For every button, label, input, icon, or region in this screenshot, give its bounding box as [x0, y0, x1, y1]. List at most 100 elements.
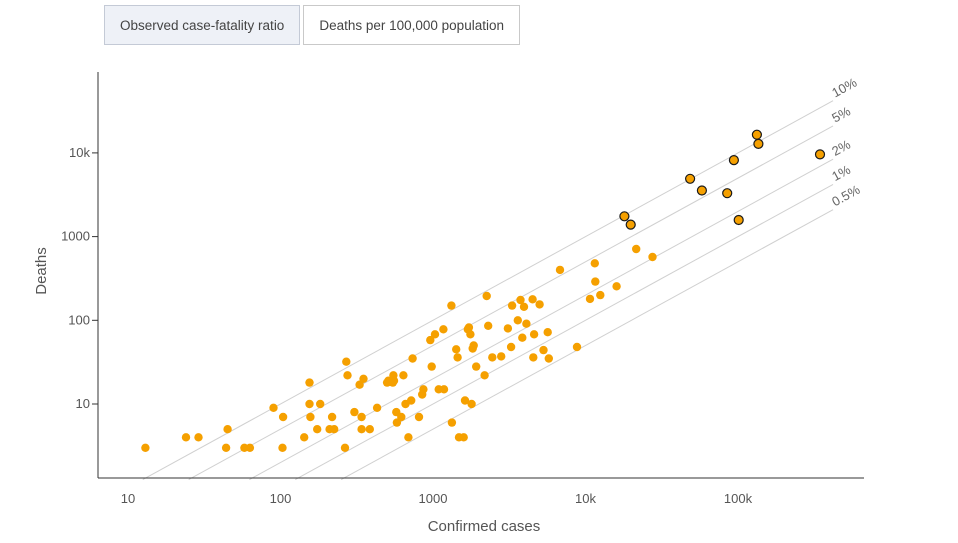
data-point[interactable]: [357, 412, 366, 422]
data-point[interactable]: [447, 301, 456, 310]
data-point[interactable]: [480, 371, 489, 380]
data-point[interactable]: [513, 316, 522, 325]
highlighted-data-point[interactable]: [619, 211, 630, 222]
data-point[interactable]: [439, 325, 448, 334]
data-point[interactable]: [453, 353, 462, 362]
data-point[interactable]: [506, 342, 516, 352]
data-point[interactable]: [427, 362, 436, 371]
data-point[interactable]: [632, 244, 641, 254]
highlighted-data-point[interactable]: [753, 138, 764, 149]
highlighted-data-point[interactable]: [751, 129, 763, 140]
data-point[interactable]: [305, 399, 314, 409]
data-point[interactable]: [407, 396, 416, 405]
data-point[interactable]: [426, 335, 435, 345]
tab-deaths-per-100k-population[interactable]: Deaths per 100,000 population: [303, 5, 520, 45]
data-point[interactable]: [357, 425, 366, 434]
data-point[interactable]: [404, 433, 413, 442]
data-point[interactable]: [365, 425, 374, 434]
data-point[interactable]: [439, 385, 449, 394]
highlighted-data-point[interactable]: [814, 149, 826, 160]
reference-line-label: 0.5%: [829, 182, 863, 210]
data-point[interactable]: [408, 354, 417, 363]
data-point[interactable]: [141, 443, 150, 452]
data-point[interactable]: [648, 252, 657, 262]
data-point[interactable]: [399, 371, 408, 380]
x-tick-label: 100: [270, 491, 292, 506]
data-point[interactable]: [503, 324, 513, 333]
data-point[interactable]: [535, 300, 544, 309]
y-tick-label: 100: [68, 312, 90, 327]
data-point[interactable]: [397, 412, 406, 422]
data-point[interactable]: [522, 319, 531, 328]
data-point[interactable]: [590, 259, 599, 268]
data-point[interactable]: [342, 357, 351, 366]
data-point[interactable]: [340, 443, 350, 452]
data-point[interactable]: [327, 412, 337, 422]
data-point[interactable]: [572, 342, 582, 352]
data-point[interactable]: [484, 321, 493, 330]
data-point[interactable]: [469, 341, 478, 350]
data-point[interactable]: [350, 407, 359, 417]
data-point[interactable]: [278, 412, 288, 422]
data-point[interactable]: [300, 433, 309, 442]
data-point[interactable]: [316, 399, 325, 409]
tab-observed-case-fatality-ratio[interactable]: Observed case-fatality ratio: [104, 5, 301, 45]
data-point[interactable]: [372, 403, 382, 412]
reference-line-10pct: [142, 100, 834, 481]
data-point[interactable]: [596, 290, 605, 300]
data-point[interactable]: [459, 433, 468, 442]
data-point[interactable]: [466, 330, 475, 339]
data-point[interactable]: [518, 333, 527, 342]
reference-line-label: 2%: [829, 136, 853, 158]
x-axis-ticks: 10 100 1000 10k 100k: [121, 491, 753, 506]
data-point[interactable]: [313, 425, 322, 434]
data-point[interactable]: [472, 362, 481, 371]
data-point[interactable]: [528, 295, 537, 304]
data-point[interactable]: [430, 330, 440, 339]
data-point[interactable]: [359, 374, 368, 383]
data-point[interactable]: [414, 412, 424, 422]
data-point[interactable]: [194, 433, 203, 442]
highlighted-data-point[interactable]: [733, 214, 744, 226]
data-point[interactable]: [419, 385, 428, 394]
data-point[interactable]: [343, 371, 352, 380]
data-point[interactable]: [460, 396, 470, 405]
data-point[interactable]: [544, 354, 553, 363]
data-point[interactable]: [497, 352, 506, 361]
data-point[interactable]: [539, 345, 548, 355]
data-point[interactable]: [543, 328, 552, 337]
data-point[interactable]: [452, 345, 461, 354]
data-point[interactable]: [516, 295, 525, 305]
data-point[interactable]: [529, 330, 539, 339]
highlighted-data-point[interactable]: [696, 185, 708, 196]
highlighted-data-point[interactable]: [728, 155, 740, 166]
data-point[interactable]: [245, 443, 255, 452]
data-point[interactable]: [464, 323, 474, 332]
data-point[interactable]: [221, 443, 231, 452]
highlighted-data-point[interactable]: [625, 219, 636, 230]
data-point[interactable]: [447, 418, 457, 427]
data-point[interactable]: [278, 443, 287, 452]
highlighted-data-point[interactable]: [722, 188, 733, 199]
data-point[interactable]: [269, 403, 278, 412]
data-point[interactable]: [181, 433, 191, 442]
data-point[interactable]: [482, 291, 491, 301]
data-point[interactable]: [519, 302, 529, 311]
data-point[interactable]: [591, 277, 600, 286]
data-point[interactable]: [223, 425, 232, 434]
data-point[interactable]: [305, 378, 314, 387]
data-point[interactable]: [529, 353, 538, 362]
data-point[interactable]: [330, 425, 339, 434]
highlighted-data-point[interactable]: [684, 173, 696, 184]
data-point[interactable]: [612, 282, 621, 291]
chart-view-tabs: Observed case-fatality ratio Deaths per …: [104, 5, 520, 45]
data-point[interactable]: [555, 265, 565, 275]
data-point[interactable]: [488, 353, 497, 362]
data-point[interactable]: [306, 412, 315, 422]
data-point[interactable]: [389, 376, 399, 385]
data-point[interactable]: [355, 380, 364, 389]
data-point[interactable]: [507, 301, 517, 310]
data-point[interactable]: [585, 294, 595, 304]
data-point[interactable]: [467, 399, 476, 409]
